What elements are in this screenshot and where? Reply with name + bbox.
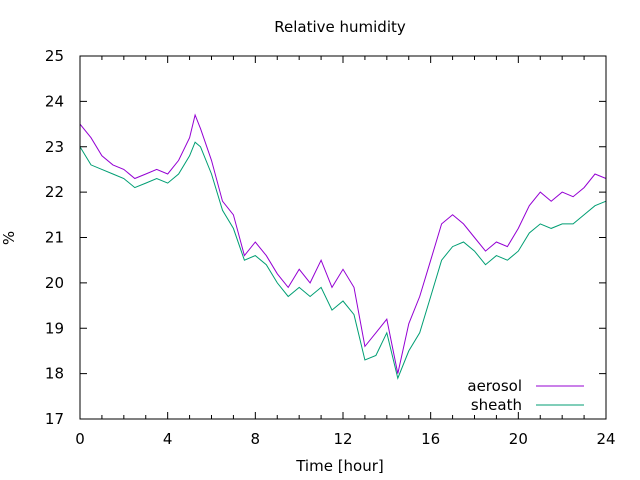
x-tick-label: 24 bbox=[596, 430, 615, 448]
plot-frame bbox=[79, 55, 607, 420]
legend-label-sheath: sheath bbox=[471, 396, 522, 414]
chart-title: Relative humidity bbox=[274, 18, 406, 36]
x-tick-label: 16 bbox=[421, 430, 440, 448]
y-tick-label: 21 bbox=[45, 229, 64, 247]
series-layer bbox=[79, 113, 607, 380]
axis-ticks: 0 4 8 12 16 20 24 17 18 19 20 21 22 23 24 25 bbox=[45, 47, 616, 448]
x-tick-label: 4 bbox=[163, 430, 173, 448]
y-tick-label: 24 bbox=[45, 92, 64, 110]
series-line-sheath bbox=[79, 141, 607, 380]
y-tick-label: 25 bbox=[45, 47, 64, 65]
y-tick-label: 19 bbox=[45, 319, 64, 337]
y-tick-label: 17 bbox=[45, 410, 64, 428]
x-tick-label: 0 bbox=[75, 430, 85, 448]
y-tick-label: 18 bbox=[45, 365, 64, 383]
legend-label-aerosol: aerosol bbox=[467, 377, 522, 395]
x-tick-label: 12 bbox=[333, 430, 352, 448]
y-axis-label: % bbox=[0, 231, 18, 245]
x-tick-label: 8 bbox=[251, 430, 261, 448]
y-tick-label: 20 bbox=[45, 274, 64, 292]
y-tick-label: 22 bbox=[45, 183, 64, 201]
series-line-aerosol bbox=[79, 113, 607, 374]
x-axis-label: Time [hour] bbox=[295, 457, 384, 475]
x-tick-label: 20 bbox=[509, 430, 528, 448]
y-tick-label: 23 bbox=[45, 138, 64, 156]
